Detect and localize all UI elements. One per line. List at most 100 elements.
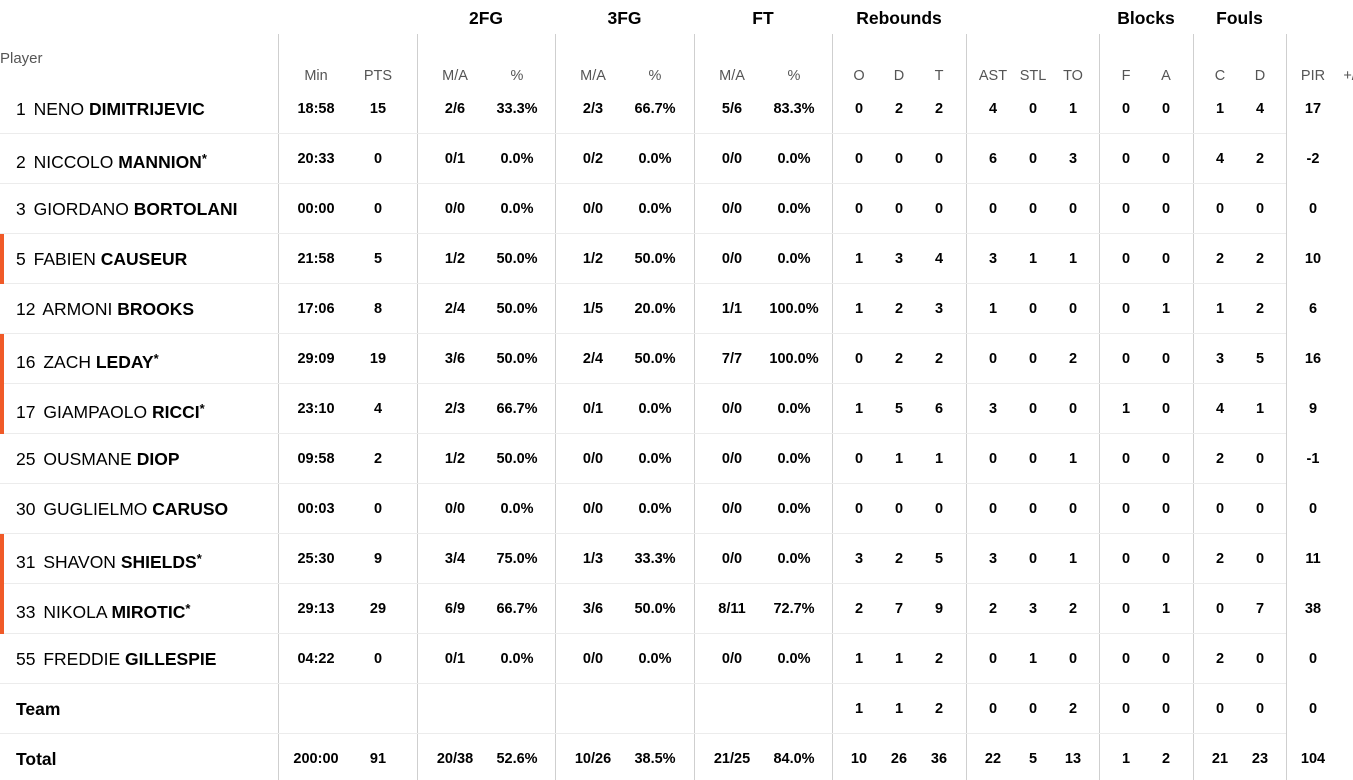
starter-indicator: [0, 384, 4, 434]
stat-to: 13: [1064, 751, 1082, 767]
stat-ft-made-attempted: 0/0: [721, 651, 743, 667]
player-first-name: ARMONI: [42, 299, 113, 319]
table-row[interactable]: 2 NICCOLO MANNION* 20:33 0 0/1 0.0% 0/2 0.0% 0/…: [0, 134, 1353, 184]
stat-2fg-made-attempted: 2/4: [444, 301, 466, 317]
table-row[interactable]: 5 FABIEN CAUSEUR 21:58 5 1/2 50.0% 1/2 50.0% 0/…: [0, 234, 1353, 284]
column-header-3fg-pct: %: [648, 68, 662, 84]
player-name[interactable]: 2 NICCOLO MANNION*: [16, 134, 207, 184]
table-row[interactable]: 30 GUGLIELMO CARUSO 00:03 0 0/0 0.0% 0/0 0.0% 0…: [0, 484, 1353, 534]
stat-blk-for: 0: [1121, 501, 1131, 517]
column-divider: [278, 34, 279, 780]
player-first-name: GIAMPAOLO: [43, 402, 148, 422]
player-name[interactable]: 31 SHAVON SHIELDS*: [16, 534, 202, 584]
stat-3fg-pct: 0.0%: [638, 201, 672, 217]
stat-reb-off: 1: [854, 251, 864, 267]
stat-ft-made-attempted: 8/11: [718, 601, 746, 617]
stat-reb-total: 2: [934, 701, 944, 717]
stat-fouls-committed: 4: [1215, 401, 1225, 417]
player-name[interactable]: 12 ARMONI BROOKS: [16, 284, 194, 334]
starter-star: *: [199, 401, 205, 416]
stat-reb-off: 0: [854, 501, 864, 517]
stat-stl: 3: [1028, 601, 1038, 617]
stat-stl: 5: [1028, 751, 1038, 767]
starter-star: *: [201, 151, 207, 166]
stat-to: 2: [1068, 701, 1078, 717]
stat-2fg-pct: 0.0%: [500, 651, 534, 667]
player-name[interactable]: 25 OUSMANE DIOP: [16, 434, 180, 484]
table-row[interactable]: 55 FREDDIE GILLESPIE 04:22 0 0/1 0.0% 0/0 0.0%…: [0, 634, 1353, 684]
column-header-ast: AST: [978, 68, 1008, 84]
stat-2fg-made-attempted: 20/38: [436, 751, 474, 767]
stat-stl: 0: [1028, 301, 1038, 317]
stat-fouls-drawn: 0: [1255, 551, 1265, 567]
stat-stl: 1: [1028, 251, 1038, 267]
stat-reb-total: 1: [934, 451, 944, 467]
column-header-min: Min: [304, 68, 328, 84]
stat-fouls-drawn: 0: [1255, 501, 1265, 517]
stat-min: 29:13: [297, 601, 335, 617]
stat-pir: -1: [1306, 451, 1320, 467]
stat-3fg-made-attempted: 0/1: [582, 401, 604, 417]
stat-ft-pct: 0.0%: [777, 451, 811, 467]
stat-min: 17:06: [297, 301, 335, 317]
stat-2fg-made-attempted: 2/3: [444, 401, 466, 417]
stat-ft-made-attempted: 0/0: [721, 251, 743, 267]
stat-3fg-made-attempted: 10/26: [574, 751, 612, 767]
stat-reb-off: 1: [854, 651, 864, 667]
player-name[interactable]: 16 ZACH LEDAY*: [16, 334, 159, 384]
player-name[interactable]: 5 FABIEN CAUSEUR: [16, 234, 187, 284]
stat-fouls-committed: 0: [1215, 501, 1225, 517]
stat-to: 0: [1068, 501, 1078, 517]
stat-blk-against: 0: [1161, 451, 1171, 467]
stat-reb-def: 5: [894, 401, 904, 417]
stat-reb-total: 9: [934, 601, 944, 617]
player-first-name: ZACH: [43, 352, 91, 372]
stat-3fg-pct: 0.0%: [638, 451, 672, 467]
stat-2fg-pct: 50.0%: [496, 301, 538, 317]
table-row[interactable]: 25 OUSMANE DIOP 09:58 2 1/2 50.0% 0/0 0.0% 0/0 0…: [0, 434, 1353, 484]
row-separator: [0, 633, 1286, 634]
table-row[interactable]: 16 ZACH LEDAY* 29:09 19 3/6 50.0% 2/4 50.0% 7/7…: [0, 334, 1353, 384]
stat-2fg-made-attempted: 1/2: [444, 451, 466, 467]
stat-2fg-pct: 0.0%: [500, 151, 534, 167]
stat-to: 2: [1068, 601, 1078, 617]
player-name[interactable]: 33 NIKOLA MIROTIC*: [16, 584, 190, 634]
player-first-name: FREDDIE: [43, 649, 121, 669]
stat-min: 20:33: [297, 151, 335, 167]
table-row[interactable]: 3 GIORDANO BORTOLANI 00:00 0 0/0 0.0% 0/0 0.0%…: [0, 184, 1353, 234]
player-last-name: DIOP: [136, 449, 180, 469]
stat-fouls-committed: 0: [1215, 201, 1225, 217]
column-header-fouls-drawn: D: [1254, 68, 1266, 84]
player-name[interactable]: 17 GIAMPAOLO RICCI*: [16, 384, 205, 434]
stat-pts: 2: [373, 451, 383, 467]
table-row[interactable]: 31 SHAVON SHIELDS* 25:30 9 3/4 75.0% 1/3 33.3%…: [0, 534, 1353, 584]
column-header-2fg-made-attempted: M/A: [442, 68, 468, 84]
stat-2fg-made-attempted: 0/0: [444, 201, 466, 217]
stat-ft-pct: 100.0%: [769, 351, 819, 367]
stat-fouls-committed: 4: [1215, 151, 1225, 167]
stat-fouls-committed: 2: [1215, 251, 1225, 267]
stat-fouls-committed: 2: [1215, 651, 1225, 667]
player-last-name: DIMITRIJEVIC: [89, 99, 205, 119]
table-row[interactable]: 33 NIKOLA MIROTIC* 29:13 29 6/9 66.7% 3/6 50.0…: [0, 584, 1353, 634]
stat-blk-for: 0: [1121, 701, 1131, 717]
stat-ast: 0: [988, 201, 998, 217]
stat-pir: 6: [1308, 301, 1318, 317]
player-name[interactable]: 30 GUGLIELMO CARUSO: [16, 484, 228, 534]
table-row[interactable]: 17 GIAMPAOLO RICCI* 23:10 4 2/3 66.7% 0/1 0.0%…: [0, 384, 1353, 434]
player-name[interactable]: 3 GIORDANO BORTOLANI: [16, 184, 237, 234]
stat-stl: 0: [1028, 101, 1038, 117]
stat-fouls-committed: 0: [1215, 601, 1225, 617]
stat-ast: 0: [988, 701, 998, 717]
stat-3fg-made-attempted: 1/3: [582, 551, 604, 567]
player-last-name: MANNION: [118, 152, 202, 172]
stat-stl: 0: [1028, 151, 1038, 167]
table-row[interactable]: 12 ARMONI BROOKS 17:06 8 2/4 50.0% 1/5 20.0% 1/…: [0, 284, 1353, 334]
table-row[interactable]: 1 NENO DIMITRIJEVIC 18:58 15 2/6 33.3% 2/3 66.…: [0, 84, 1353, 134]
player-name[interactable]: 1 NENO DIMITRIJEVIC: [16, 84, 205, 134]
player-name[interactable]: 55 FREDDIE GILLESPIE: [16, 634, 216, 684]
stat-stl: 0: [1028, 351, 1038, 367]
stat-blk-against: 1: [1161, 601, 1171, 617]
stat-3fg-pct: 50.0%: [634, 351, 676, 367]
stat-3fg-pct: 0.0%: [638, 151, 672, 167]
